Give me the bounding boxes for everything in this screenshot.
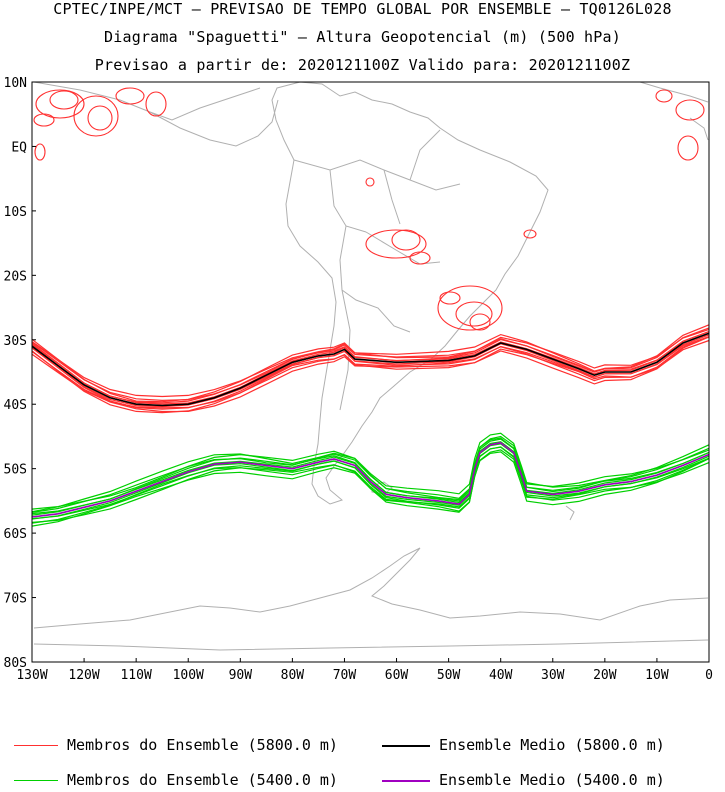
member-5400-contour bbox=[31, 438, 710, 515]
member-5400-contour bbox=[31, 432, 710, 513]
member-5800-contour bbox=[31, 330, 710, 404]
lon-tick-label: 80W bbox=[281, 668, 305, 683]
lon-tick-label: 70W bbox=[333, 668, 357, 683]
lat-tick-label: 60S bbox=[4, 527, 27, 542]
member-5800-contour bbox=[31, 324, 710, 398]
lat-tick-label: 50S bbox=[4, 463, 27, 478]
title-line-3: Previsao a partir de: 2020121100Z Valido… bbox=[94, 56, 631, 74]
lon-tick-label: 30W bbox=[541, 668, 565, 683]
legend-swatch-red bbox=[14, 745, 58, 746]
lon-tick-label: 20W bbox=[593, 668, 617, 683]
lon-tick-label: 90W bbox=[229, 668, 253, 683]
member-5800-contour bbox=[31, 336, 710, 413]
mean-5400-contour bbox=[31, 442, 710, 518]
legend-mean-5400: Ensemble Medio (5400.0 m) bbox=[382, 771, 665, 789]
title-line-2: Diagrama "Spaguetti" — Altura Geopotenci… bbox=[104, 28, 621, 46]
lat-tick-label: 20S bbox=[4, 269, 27, 284]
central-america-coast bbox=[33, 81, 279, 147]
lon-tick-label: 40W bbox=[489, 668, 513, 683]
lon-tick-label: 50W bbox=[437, 668, 461, 683]
legend-swatch-black bbox=[382, 744, 430, 747]
south-america-coast bbox=[271, 81, 549, 505]
legend-label-mean-5800: Ensemble Medio (5800.0 m) bbox=[439, 736, 665, 754]
longitude-axis: 130W 120W 110W 100W 90W 80W 70W 60W 50W 40W 30W 20W… bbox=[16, 658, 713, 683]
member-5400-contour bbox=[31, 435, 710, 510]
member-5800-contour bbox=[31, 336, 710, 409]
lon-tick-label: 130W bbox=[16, 668, 47, 683]
map-frame bbox=[31, 81, 710, 663]
lat-tick-label: 30S bbox=[4, 334, 27, 349]
members-5800-blobs bbox=[33, 87, 705, 331]
antarctica-coast bbox=[33, 547, 709, 651]
legend-mean-5800: Ensemble Medio (5800.0 m) bbox=[382, 736, 665, 754]
latitude-axis: 10N EQ 10S 20S 30S 40S 50S 60S 70S 80S bbox=[4, 76, 36, 671]
title-line-1: CPTEC/INPE/MCT — PREVISAO DE TEMPO GLOBA… bbox=[53, 0, 672, 18]
legend-members-5800: Membros do Ensemble (5800.0 m) bbox=[14, 736, 338, 754]
lon-tick-label: 120W bbox=[68, 668, 99, 683]
mean-5800-contour bbox=[31, 332, 710, 407]
legend-members-5400: Membros do Ensemble (5400.0 m) bbox=[14, 771, 338, 789]
coastlines bbox=[33, 81, 709, 651]
member-5800-contour bbox=[31, 334, 710, 408]
lon-tick-label: 60W bbox=[385, 668, 409, 683]
members-5800-contours bbox=[31, 324, 710, 414]
lat-tick-label: 10S bbox=[4, 205, 27, 220]
member-5800-contour bbox=[31, 328, 710, 403]
lat-tick-label: 80S bbox=[4, 656, 27, 671]
south-georgia-coast bbox=[565, 505, 575, 521]
legend-label-members-5800: Membros do Ensemble (5800.0 m) bbox=[67, 736, 338, 754]
legend-label-members-5400: Membros do Ensemble (5400.0 m) bbox=[67, 771, 338, 789]
lon-tick-label: 110W bbox=[120, 668, 151, 683]
lat-tick-label: 70S bbox=[4, 592, 27, 607]
lon-tick-label: 0 bbox=[705, 668, 713, 683]
legend-swatch-purple bbox=[382, 779, 430, 782]
lon-tick-label: 100W bbox=[173, 668, 204, 683]
africa-coast bbox=[639, 81, 709, 141]
lat-tick-label: 40S bbox=[4, 398, 27, 413]
legend-label-mean-5400: Ensemble Medio (5400.0 m) bbox=[439, 771, 665, 789]
legend-swatch-green bbox=[14, 780, 58, 781]
lat-tick-label: EQ bbox=[11, 140, 27, 155]
member-5400-contour bbox=[31, 443, 710, 520]
members-5400-contours bbox=[31, 432, 710, 527]
member-5400-contour bbox=[31, 449, 710, 523]
member-5800-contour bbox=[31, 327, 710, 402]
member-5400-contour bbox=[31, 446, 710, 520]
lat-tick-label: 10N bbox=[4, 76, 27, 91]
lon-tick-label: 10W bbox=[645, 668, 669, 683]
